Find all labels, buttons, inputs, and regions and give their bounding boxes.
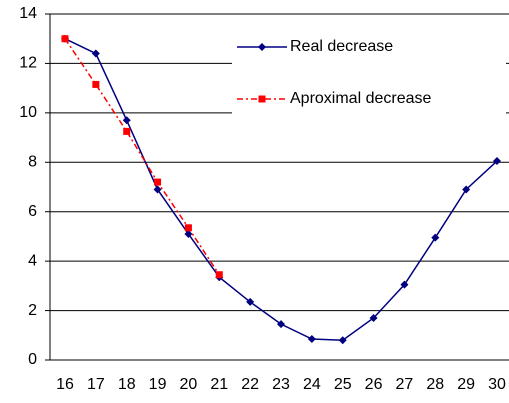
x-tick-label: 28	[426, 376, 444, 393]
marker	[184, 229, 193, 238]
series-line	[64, 38, 220, 276]
x-tick-label: 25	[334, 376, 352, 393]
legend-marker	[258, 43, 266, 51]
x-tick-label: 18	[118, 376, 136, 393]
x-tick-label: 17	[87, 376, 105, 393]
x-tick-label: 26	[365, 376, 383, 393]
marker	[431, 233, 440, 242]
marker	[154, 178, 162, 186]
y-tick-label: 6	[28, 203, 37, 220]
y-tick-label: 10	[19, 104, 37, 121]
y-tick-label: 0	[28, 351, 37, 368]
legend-label: Aproximal decrease	[290, 90, 432, 107]
x-tick-label: 29	[457, 376, 475, 393]
y-tick-label: 2	[28, 302, 37, 319]
y-tick-label: 14	[19, 5, 37, 22]
legend-label: Real decrease	[290, 38, 393, 55]
marker	[184, 224, 192, 232]
marker	[123, 127, 131, 135]
marker	[338, 336, 347, 345]
x-tick-label: 22	[241, 376, 259, 393]
legend-marker	[258, 95, 266, 103]
marker	[400, 280, 409, 289]
x-tick-label: 23	[272, 376, 290, 393]
y-tick-label: 12	[19, 55, 37, 72]
marker	[92, 80, 100, 88]
x-tick-label: 21	[210, 376, 228, 393]
x-tick-label: 16	[56, 376, 74, 393]
marker	[153, 185, 162, 194]
marker	[462, 185, 471, 194]
y-tick-label: 8	[28, 154, 37, 171]
marker	[369, 313, 378, 322]
marker	[307, 334, 316, 343]
marker	[91, 49, 100, 58]
legend-box	[232, 22, 506, 118]
x-tick-label: 27	[396, 376, 414, 393]
marker	[277, 320, 285, 329]
marker	[122, 116, 131, 125]
x-tick-label: 19	[149, 376, 167, 393]
x-tick-label: 20	[180, 376, 198, 393]
marker	[215, 271, 223, 279]
marker	[493, 157, 501, 166]
marker	[61, 35, 69, 43]
y-tick-label: 4	[28, 252, 37, 269]
x-tick-label: 24	[303, 376, 321, 393]
x-tick-label: 30	[488, 376, 506, 393]
marker	[246, 297, 255, 306]
